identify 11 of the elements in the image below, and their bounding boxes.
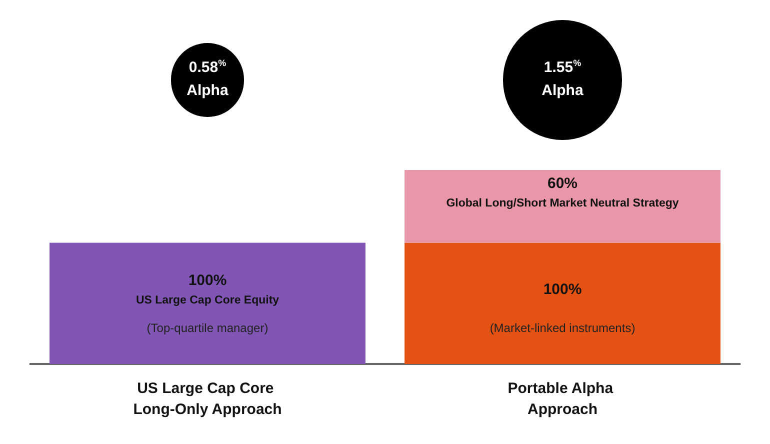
circle-badge: 1.55$^{%}$ Alpha [502, 20, 622, 140]
data-label: 100% [543, 280, 582, 298]
series-label: US Large Cap Core Equity [136, 294, 280, 306]
data-label: 100% [188, 272, 227, 289]
series-label: Global Long/Short Market Neutral Strategy [446, 197, 680, 210]
annotation: (Top-quartile manager) [146, 320, 268, 335]
annotation: (Market-linked instruments) [490, 320, 636, 335]
x-tick-label: Portable Alpha Approach [508, 380, 618, 418]
circle-badge: 0.58$^{%}$ Alpha [170, 43, 244, 117]
data-label: 60% [547, 174, 578, 192]
x-tick-label: US Large Cap Core Long-Only Approach [133, 380, 282, 418]
